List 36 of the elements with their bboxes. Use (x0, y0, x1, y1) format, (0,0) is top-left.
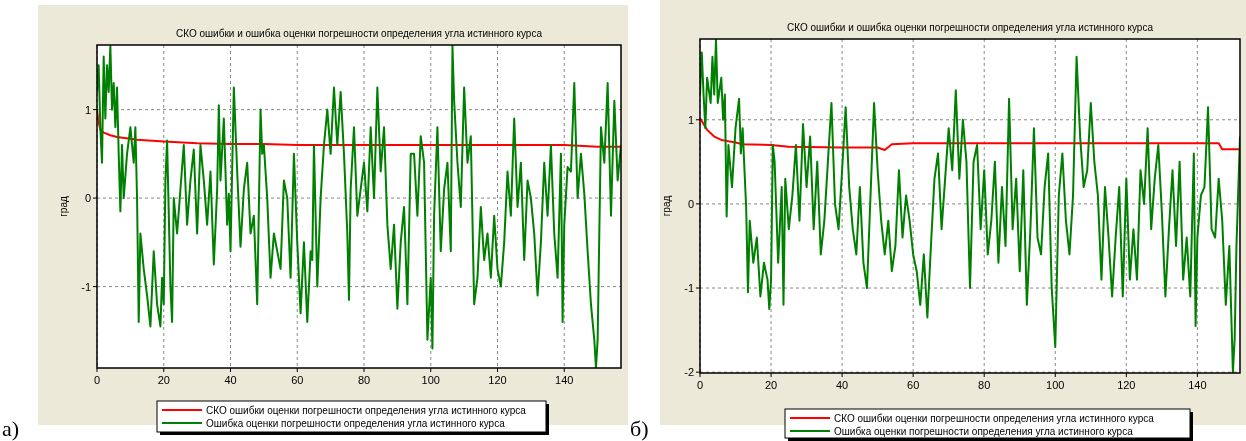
x-tick-label: 0 (696, 379, 704, 391)
legend-label: Ошибка оценки погрешности определения угла истинного курса (206, 418, 506, 429)
x-tick-label: 20 (157, 374, 170, 386)
legend-label: СКО ошибки оценки погрешности определения угла истинного курса (206, 405, 527, 416)
legend-label: СКО ошибки оценки погрешности определения угла истинного курса (834, 413, 1155, 424)
x-tick-label: 100 (1046, 379, 1065, 391)
x-tick-label: 120 (1117, 379, 1136, 391)
x-tick-label: 140 (555, 374, 574, 386)
x-tick-label: 100 (421, 374, 440, 386)
line-series (700, 117, 1240, 152)
y-axis-title: град (661, 195, 672, 217)
x-tick-label: 60 (291, 374, 304, 386)
x-tick-label: 140 (1188, 379, 1207, 391)
x-tick-label: 60 (907, 379, 920, 391)
y-tick-label: 1 (84, 103, 91, 116)
x-tick-label: 80 (978, 379, 991, 391)
x-tick-label: 120 (488, 374, 507, 386)
x-tick-label: 80 (357, 374, 371, 386)
x-tick-label: 40 (224, 374, 237, 386)
text: б) (630, 416, 649, 441)
x-tick-label: 40 (835, 379, 849, 391)
x-tick-label: 20 (764, 379, 778, 391)
chart-title: СКО ошибки и ошибка оценки погрешности определения угла истинного курса (787, 22, 1154, 33)
legend-label: Ошибка оценки погрешности определения угла истинного курса (834, 426, 1134, 437)
y-tick-label: -2 (684, 366, 694, 379)
y-tick-label: -1 (81, 280, 91, 293)
line-series (700, 39, 1240, 373)
y-axis-title: град (58, 196, 69, 217)
y-tick-label: 0 (687, 197, 694, 210)
chart-title: СКО ошибки и ошибка оценки погрешности определения угла истинного курса (176, 28, 543, 39)
text: а) (2, 416, 20, 441)
y-tick-label: 1 (687, 113, 694, 126)
y-tick-label: 0 (84, 192, 91, 205)
line-series (97, 45, 621, 368)
y-tick-label: -1 (684, 282, 694, 295)
x-tick-label: 0 (93, 374, 101, 386)
